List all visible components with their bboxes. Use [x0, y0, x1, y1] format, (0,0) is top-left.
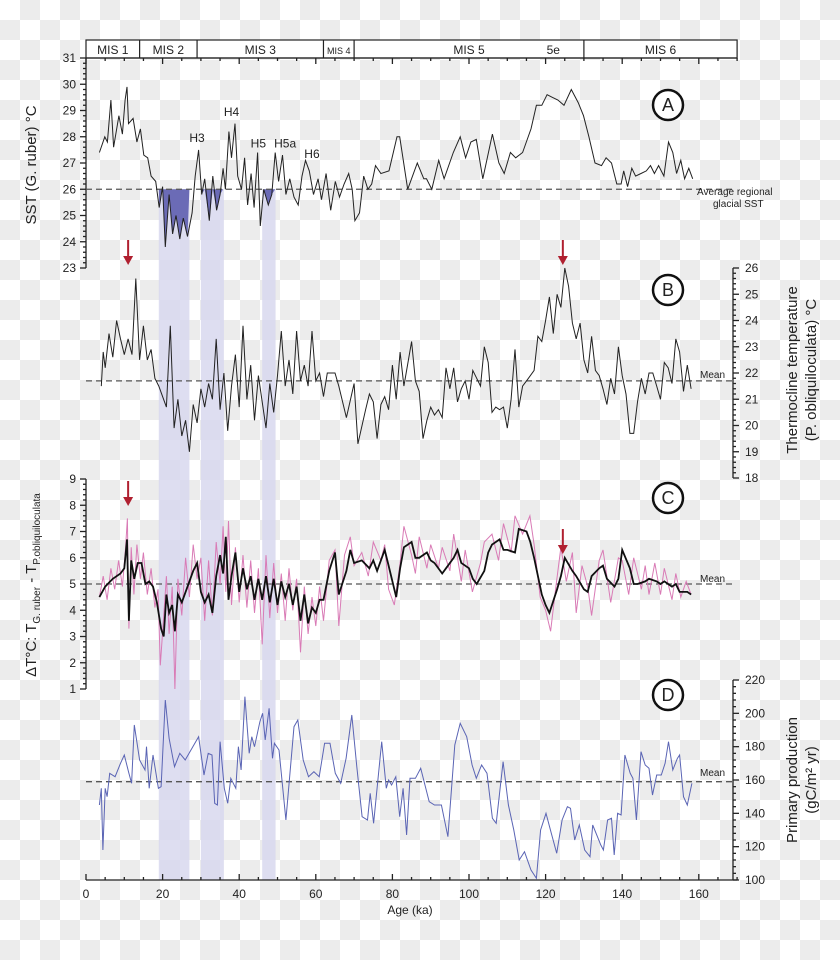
glacial-sst-label-line2: glacial SST	[713, 199, 764, 210]
x-tick-label: 140	[612, 887, 632, 901]
y-axis-title-a: SST (G. ruber) °C	[23, 105, 40, 224]
y-tick-label-A: 24	[63, 235, 77, 249]
y-tick-label-C: 9	[69, 472, 76, 486]
mis-label: MIS 5	[453, 43, 485, 57]
x-tick-label: 120	[536, 887, 556, 901]
heinrich-label: H6	[304, 147, 320, 161]
mean-label-b: Mean	[700, 370, 725, 381]
heinrich-event-bands	[158, 189, 276, 880]
red-arrow-head	[123, 256, 134, 265]
y-tick-label-D: 140	[745, 806, 765, 820]
y-axis-title-c-mid: - T	[23, 565, 40, 587]
shaded-band-1	[200, 189, 224, 880]
x-tick-label: 100	[459, 887, 479, 901]
y-axis-title-c-main: ΔT°C: T	[23, 624, 40, 677]
y-axis-title-d-line2: (gC/m² yr)	[803, 746, 820, 814]
y-tick-label-B: 22	[745, 366, 759, 380]
series-lines	[98, 86, 694, 880]
panel-label-circle-C	[651, 481, 685, 515]
panel-label-circle-D	[651, 678, 685, 712]
y-tick-label-B: 26	[745, 261, 759, 275]
heinrich-label: H5a	[274, 136, 296, 150]
x-tick-label: 0	[83, 887, 90, 901]
y-tick-label-A: 29	[63, 104, 77, 118]
y-tick-label-C: 3	[69, 630, 76, 644]
y-axis-title-b-line2: (P. obliquiloculata) °C	[803, 299, 820, 442]
mis-label: MIS 2	[153, 43, 185, 57]
y-tick-label-B: 19	[745, 445, 759, 459]
y-tick-label-C: 7	[69, 525, 76, 539]
y-tick-label-C: 8	[69, 498, 76, 512]
y-tick-label-B: 18	[745, 471, 759, 485]
y-tick-label-C: 4	[69, 603, 76, 617]
panel-label-circle-A	[651, 88, 685, 122]
mis-label: MIS 6	[645, 43, 677, 57]
red-arrow-head	[557, 256, 568, 265]
y-tick-label-C: 1	[69, 682, 76, 696]
mis-label: MIS 3	[245, 43, 277, 57]
y-axis-title-d-line1: Primary production	[784, 717, 801, 843]
annotations: A B C D H3 H4 H5 H5a H6	[123, 88, 685, 712]
mis-label: MIS 4	[327, 46, 351, 56]
y-axis-title-c-sub2: P.obliquiloculata	[32, 493, 43, 565]
axes: 2324252627282930311819202122232425261234…	[63, 51, 766, 901]
mis-substage-label: 5e	[547, 43, 561, 57]
y-tick-label-D: 120	[745, 840, 765, 854]
mis-label: MIS 1	[97, 43, 129, 57]
x-tick-label: 80	[386, 887, 400, 901]
y-tick-label-B: 25	[745, 287, 759, 301]
x-axis-title: Age (ka)	[387, 903, 432, 917]
y-tick-label-A: 30	[63, 77, 77, 91]
x-tick-label: 60	[309, 887, 323, 901]
mis-stage-bar: MIS 1 MIS 2 MIS 3 MIS 4 MIS 5 MIS 6 5e	[85, 39, 738, 59]
series-line-B-0	[100, 267, 692, 452]
y-tick-label-A: 23	[63, 261, 77, 275]
series-line-C-1	[98, 527, 692, 637]
y-axis-title-c-sub1: G. ruber	[32, 586, 43, 623]
y-tick-label-A: 31	[63, 51, 77, 65]
red-arrow-head	[123, 497, 134, 506]
red-arrow-head	[557, 545, 568, 554]
mean-label-c: Mean	[700, 574, 725, 585]
y-tick-label-D: 180	[745, 740, 765, 754]
series-line-D-0	[98, 696, 693, 880]
panel-label-C: C	[662, 488, 675, 508]
heinrich-label: H5	[251, 136, 267, 150]
panel-label-circle-B	[651, 273, 685, 307]
shaded-band-2	[262, 189, 276, 880]
heinrich-label: H3	[189, 131, 205, 145]
y-tick-label-B: 23	[745, 340, 759, 354]
y-tick-label-D: 100	[745, 873, 765, 887]
y-tick-label-B: 24	[745, 314, 759, 328]
y-tick-label-C: 2	[69, 656, 76, 670]
y-tick-label-C: 5	[69, 577, 76, 591]
y-tick-label-A: 28	[63, 130, 77, 144]
series-line-A-0	[98, 86, 694, 248]
y-tick-label-A: 25	[63, 209, 77, 223]
shaded-band-0	[158, 189, 190, 880]
panel-label-B: B	[662, 280, 674, 300]
x-tick-label: 40	[233, 887, 247, 901]
panel-label-A: A	[662, 95, 674, 115]
y-axis-title-c: ΔT°C: TG. ruber - TP.obliquiloculata	[23, 493, 43, 677]
y-axis-title-b-line1: Thermocline temperature	[784, 286, 801, 454]
panel-label-D: D	[662, 685, 675, 705]
y-tick-label-D: 160	[745, 773, 765, 787]
below-glacial-fill-0	[158, 189, 190, 247]
x-tick-label: 20	[156, 887, 170, 901]
heinrich-label: H4	[224, 105, 240, 119]
y-tick-label-A: 26	[63, 182, 77, 196]
y-tick-label-D: 200	[745, 706, 765, 720]
x-tick-label: 160	[689, 887, 709, 901]
y-tick-label-D: 220	[745, 673, 765, 687]
y-tick-label-B: 21	[745, 392, 759, 406]
y-tick-label-C: 6	[69, 551, 76, 565]
y-tick-label-B: 20	[745, 419, 759, 433]
mean-label-d: Mean	[700, 768, 725, 779]
y-tick-label-A: 27	[63, 156, 77, 170]
glacial-sst-label-line1: Average regional	[697, 187, 772, 198]
